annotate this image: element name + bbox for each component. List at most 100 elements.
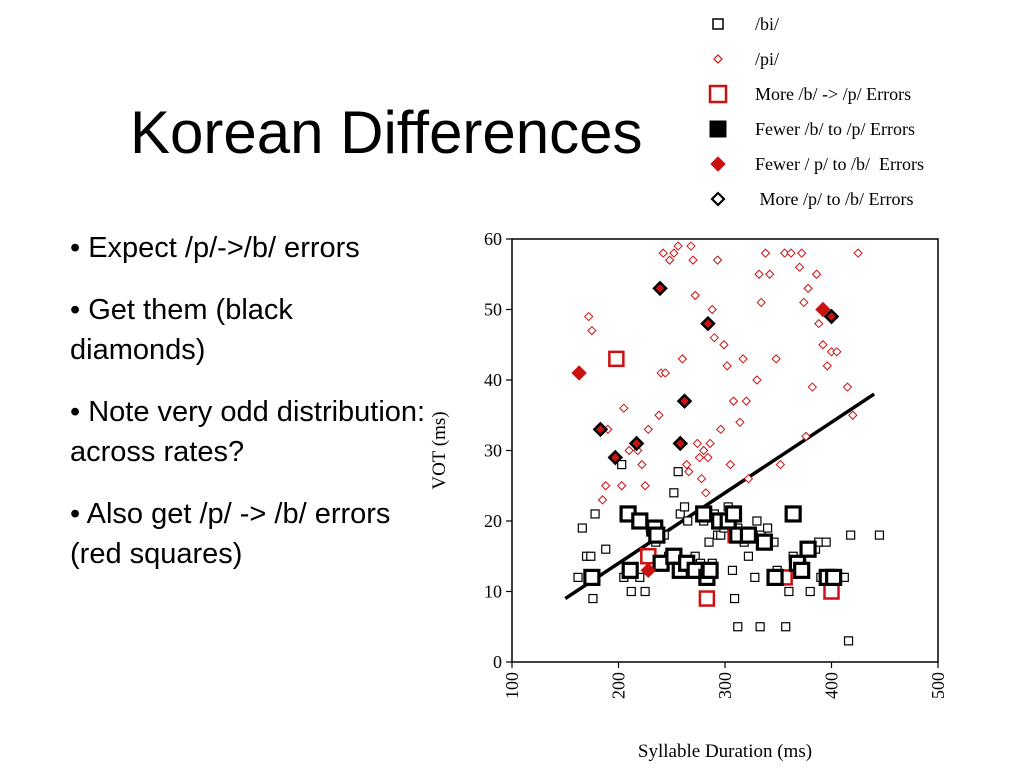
data-point-bi xyxy=(821,537,831,547)
x-tick-label: 200 xyxy=(609,672,629,699)
data-point-more-p-b xyxy=(823,308,840,325)
data-point-pi xyxy=(640,481,650,491)
data-point-pi xyxy=(694,452,705,463)
data-point-fewer-b-p xyxy=(755,533,774,551)
data-point-bi xyxy=(626,586,636,597)
legend-entry-bi: /bi/ xyxy=(700,12,1020,47)
data-point-more-p-b xyxy=(672,435,689,452)
legend-entry-fewer-p-b: Fewer / p/ to /b/ Errors xyxy=(700,152,1020,187)
data-point-pi xyxy=(853,248,863,258)
data-point-pi xyxy=(786,248,796,258)
data-point-bi xyxy=(781,622,791,632)
legend-label: More /b/ -> /p/ Errors xyxy=(755,84,912,104)
data-point-more-p-b xyxy=(652,280,668,297)
data-point-pi xyxy=(735,417,745,428)
data-point-fewer-b-p xyxy=(784,505,802,523)
data-point-pi xyxy=(690,290,700,301)
data-point-pi xyxy=(686,241,696,251)
data-point-pi xyxy=(822,361,832,371)
data-point-bi xyxy=(573,572,583,582)
data-point-pi xyxy=(658,248,668,258)
data-point-more-p-b xyxy=(592,421,609,438)
y-tick-label: 10 xyxy=(484,582,502,602)
data-point-bi xyxy=(733,622,743,632)
y-axis-label: VOT (ms) xyxy=(429,411,450,489)
data-point-pi xyxy=(643,424,654,435)
data-point-pi xyxy=(707,304,717,315)
data-point-pi xyxy=(597,495,608,505)
data-point-pi xyxy=(637,459,647,470)
data-point-pi xyxy=(616,481,627,491)
data-point-bi xyxy=(805,586,815,597)
data-point-fewer-p-b xyxy=(640,562,657,579)
trendline xyxy=(564,392,876,601)
data-point-bi xyxy=(669,488,679,498)
data-point-pi xyxy=(741,396,752,406)
data-point-fewer-b-p xyxy=(631,512,649,530)
data-point-pi xyxy=(738,354,748,364)
data-point-more-b-p xyxy=(698,590,716,607)
bullet-item: • Expect /p/->/b/ errors xyxy=(70,232,360,264)
data-point-bi xyxy=(755,622,765,632)
data-point-bi xyxy=(586,551,596,561)
data-point-more-b-p xyxy=(608,350,625,368)
data-point-more-p-b xyxy=(628,435,645,452)
data-point-pi xyxy=(692,438,703,449)
data-point-bi xyxy=(784,586,794,597)
data-point-bi xyxy=(679,502,690,512)
bullet-list: • Expect /p/->/b/ errors • Get them (bla… xyxy=(70,228,430,596)
data-point-fewer-b-p xyxy=(621,561,639,579)
data-point-fewer-b-p xyxy=(799,540,817,558)
data-point-pi xyxy=(801,431,811,442)
data-point-pi xyxy=(712,255,723,265)
data-point-more-p-b xyxy=(700,315,716,332)
data-point-pi xyxy=(660,368,671,378)
legend-label: /pi/ xyxy=(755,49,780,69)
data-point-pi xyxy=(583,311,594,322)
data-point-pi xyxy=(832,347,842,357)
data-point-bi xyxy=(763,523,773,533)
data-point-bi xyxy=(729,593,740,604)
slide-title: Korean Differences xyxy=(130,99,643,166)
data-point-fewer-b-p xyxy=(825,568,843,586)
data-point-fewer-b-p xyxy=(695,505,713,523)
legend-label: Fewer /b/ to /p/ Errors xyxy=(755,119,915,139)
data-point-pi xyxy=(722,361,732,371)
data-point-pi xyxy=(705,438,715,449)
data-point-pi xyxy=(811,269,822,279)
data-point-pi xyxy=(664,255,675,265)
data-point-more-p-b xyxy=(676,393,693,409)
data-point-pi xyxy=(703,452,713,463)
data-point-bi xyxy=(727,565,738,575)
data-point-more-b-p xyxy=(823,583,840,600)
data-point-pi xyxy=(803,283,813,294)
filled-square-icon xyxy=(709,120,727,138)
data-point-more-p-b xyxy=(607,449,624,466)
data-point-pi xyxy=(728,396,739,406)
data-point-bi xyxy=(846,530,856,540)
scatter-chart: 0 10 20 30 40 50 60 100 200 300 400 500 Syllable Dur… xyxy=(429,229,948,762)
data-point-fewer-b-p xyxy=(701,561,719,579)
data-point-pi xyxy=(619,403,629,413)
data-point-bi xyxy=(577,523,587,533)
data-point-bi xyxy=(750,572,760,582)
data-point-bi xyxy=(704,537,714,547)
data-point-fewer-b-p xyxy=(648,526,666,544)
data-point-pi xyxy=(673,241,683,251)
data-point-pi xyxy=(842,382,853,392)
data-point-pi xyxy=(688,255,698,265)
data-point-pi xyxy=(807,382,818,392)
data-point-pi xyxy=(796,248,807,258)
data-point-fewer-b-p xyxy=(793,561,811,579)
y-tick-label: 30 xyxy=(484,441,502,461)
legend-entry-fewer-b-p: Fewer /b/ to /p/ Errors xyxy=(700,117,1020,152)
data-point-pi xyxy=(709,332,720,343)
data-point-pi xyxy=(601,481,611,491)
data-point-pi xyxy=(754,269,764,279)
data-point-pi xyxy=(794,262,805,272)
data-point-pi xyxy=(743,473,754,484)
plot-frame xyxy=(511,238,939,663)
x-tick-label: 100 xyxy=(502,672,522,699)
data-point-bi xyxy=(673,467,683,477)
data-point-pi xyxy=(719,340,729,350)
